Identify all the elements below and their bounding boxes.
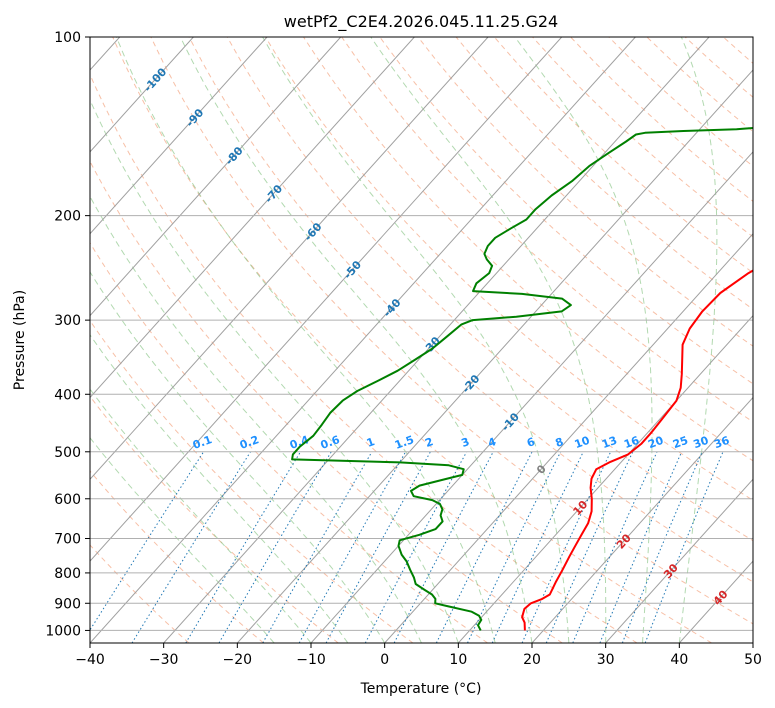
x-tick-label: 30 — [597, 652, 615, 668]
mixing-ratio-label: 6 — [525, 435, 537, 450]
y-tick-label: 800 — [54, 566, 81, 582]
x-tick-label: −40 — [75, 652, 105, 668]
y-tick-label: 100 — [54, 30, 81, 46]
y-tick-label: 600 — [54, 492, 81, 508]
mixing-ratio-label: 36 — [712, 434, 731, 452]
pressure-gridlines — [90, 37, 753, 631]
moist-adiabat — [370, 37, 607, 643]
mixing-ratio-line — [572, 451, 658, 643]
moist-adiabat — [678, 37, 718, 643]
y-tick-label: 400 — [54, 387, 81, 403]
y-tick-label: 700 — [54, 532, 81, 548]
dry-adiabat — [417, 37, 753, 347]
x-tick-label: 0 — [380, 652, 389, 668]
moist-adiabat — [179, 37, 533, 643]
mixing-ratio-label: 0.2 — [238, 433, 261, 452]
mixing-ratio-label: 0.6 — [319, 433, 342, 452]
x-axis: −40 −30 −20 −10 0 10 20 30 40 50 — [75, 643, 762, 668]
x-tick-label: −30 — [149, 652, 179, 668]
x-axis-label: Temperature (°C) — [360, 681, 482, 697]
isotherm-line — [90, 37, 489, 481]
moist-adiabat — [262, 37, 570, 643]
mixing-ratio-line — [364, 451, 468, 643]
dry-adiabat — [90, 73, 638, 643]
y-tick-label: 500 — [54, 445, 81, 461]
isotherm-line — [457, 314, 753, 643]
plot-frame — [89, 36, 754, 644]
isotherm-line — [90, 37, 194, 153]
dry-adiabat — [90, 241, 488, 643]
isotherm-line — [531, 396, 753, 643]
mixing-ratio-label: 0.1 — [191, 433, 214, 452]
moist-adiabat — [514, 37, 653, 643]
mixing-ratio-line — [435, 451, 533, 643]
temperature-profile — [521, 269, 753, 631]
mixing-ratio-label: 30 — [692, 434, 711, 452]
isotherm-line — [90, 37, 636, 643]
moist-adiabat — [90, 98, 459, 643]
mixing-ratio-line — [599, 451, 683, 643]
isotherm-line — [90, 37, 563, 562]
isotherm-line — [605, 478, 753, 643]
mixing-ratio-label: 1.5 — [393, 433, 416, 452]
dry-adiabat — [90, 160, 563, 643]
dewpoint-profile — [291, 126, 753, 631]
mixing-ratio-line — [90, 451, 205, 631]
mixing-ratio-label: 3 — [460, 435, 472, 450]
mixing-ratio-label: 10 — [573, 434, 592, 452]
x-tick-label: 40 — [670, 652, 688, 668]
isotherm-line — [236, 69, 753, 643]
mixing-ratio-line — [621, 451, 703, 643]
chart-title: wetPf2_C2E4.2026.045.11.25.G24 — [284, 12, 558, 32]
y-tick-label: 300 — [54, 313, 81, 329]
mixing-ratio-line — [298, 451, 407, 643]
y-tick-label: 1000 — [45, 623, 81, 639]
x-tick-label: −20 — [223, 652, 253, 668]
x-tick-label: 10 — [449, 652, 467, 668]
background-reference-lines — [90, 37, 753, 643]
dry-adiabat — [150, 37, 753, 625]
x-tick-label: −10 — [296, 652, 326, 668]
moist-adiabat — [90, 333, 349, 643]
isotherm-line — [163, 37, 710, 643]
moist-adiabat — [90, 271, 386, 643]
sounding-profiles — [291, 126, 753, 631]
mixing-ratio-label: 25 — [671, 434, 690, 451]
mixing-ratio-label: 1 — [365, 435, 377, 450]
y-axis-label: Pressure (hPa) — [12, 290, 28, 390]
moist-adiabat — [90, 436, 275, 643]
isotherm-line — [310, 151, 753, 643]
mixing-ratio-label: 2 — [423, 435, 435, 450]
dry-adiabat — [226, 37, 753, 542]
isotherm-line — [90, 37, 268, 235]
mixing-ratio-line — [185, 451, 301, 643]
dry-adiabat — [90, 470, 264, 643]
x-tick-label: 20 — [523, 652, 541, 668]
mixing-ratio-line — [325, 451, 431, 643]
dry-adiabat — [303, 37, 753, 462]
y-axis: 100 200 300 400 500 600 700 800 900 1000 — [45, 30, 90, 639]
y-tick-label: 200 — [54, 209, 81, 225]
dry-adiabat — [188, 37, 753, 583]
mixing-ratio-line — [644, 451, 724, 643]
moist-adiabat — [115, 37, 496, 643]
mixing-ratio-line — [467, 451, 562, 643]
mixing-ratio-label: 0.4 — [288, 433, 311, 452]
mixing-ratio-label: 13 — [600, 434, 619, 451]
mixing-ratio-label: 4 — [486, 435, 498, 450]
x-tick-label: 50 — [744, 652, 762, 668]
isotherm-line — [90, 37, 415, 399]
mixing-ratio-label: 20 — [646, 434, 665, 452]
isotherm-line — [384, 232, 753, 643]
y-tick-label: 900 — [54, 596, 81, 612]
dry-adiabat — [112, 37, 712, 643]
dry-adiabat — [264, 37, 753, 501]
mixing-ratio-label: 8 — [554, 435, 566, 450]
isotherm-line — [90, 37, 342, 317]
